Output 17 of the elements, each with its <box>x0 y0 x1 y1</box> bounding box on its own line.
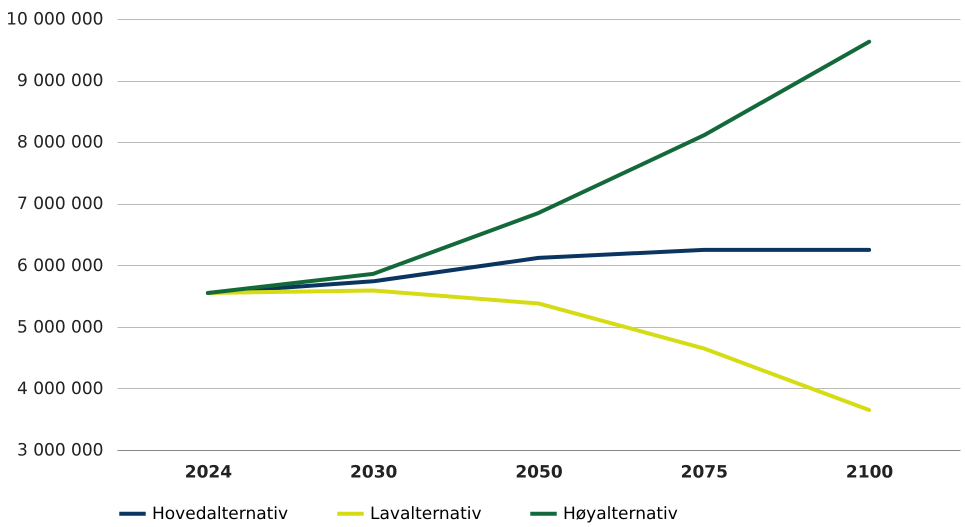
y-tick-label: 5 000 000 <box>16 317 104 338</box>
y-tick-label: 6 000 000 <box>16 256 104 276</box>
y-tick-label: 7 000 000 <box>16 194 104 214</box>
x-tick-label: 2024 <box>184 462 232 482</box>
y-tick-label: 9 000 000 <box>16 71 104 92</box>
line-series <box>206 40 872 295</box>
x-tick-label: 2050 <box>515 462 563 482</box>
legend-label: Høyalternativ <box>563 504 678 524</box>
x-tick-label: 2075 <box>680 462 728 482</box>
x-tick-label: 2100 <box>846 462 894 482</box>
legend-label: Hovedalternativ <box>152 504 288 524</box>
y-tick-label: 3 000 000 <box>16 440 104 460</box>
legend-label: Lavalternativ <box>370 504 482 524</box>
y-tick-label: 4 000 000 <box>16 378 104 399</box>
x-tick-label: 2030 <box>350 462 398 482</box>
y-tick-label: 10 000 000 <box>6 10 104 30</box>
y-tick-label: 8 000 000 <box>16 132 104 153</box>
